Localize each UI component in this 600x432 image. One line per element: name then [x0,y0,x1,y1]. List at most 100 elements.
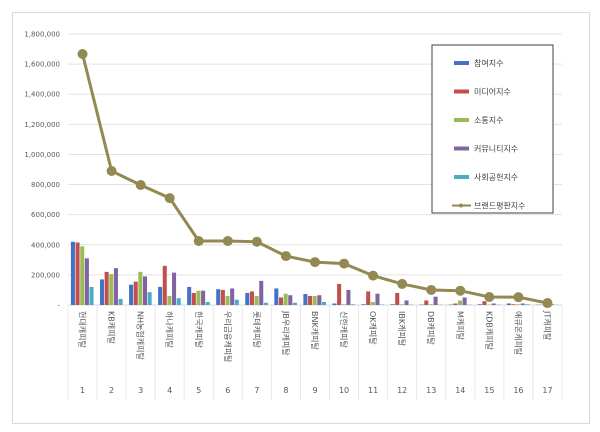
rank-label: 11 [368,386,378,395]
bar-2 [424,300,429,305]
bar-1 [187,286,192,305]
bar-3 [196,290,201,305]
bar-3 [109,274,114,305]
legend-box [431,44,554,214]
category-label: 롯데캐피탈 [252,311,262,348]
brand-index-point [77,49,88,60]
bar-5 [234,299,239,305]
brand-index-point [251,236,262,247]
brand-index-point [513,292,524,303]
legend-swatch [454,118,469,122]
brand-index-point [222,236,233,247]
y-tick-label: 1,800,000 [24,31,60,39]
legend-label: 참여지수 [474,58,503,68]
bar-3 [341,304,346,305]
category-label: OK캐피탈 [368,311,378,345]
bar-5 [263,302,268,305]
bar-5 [118,298,123,305]
bar-2 [308,295,313,305]
bar-2 [191,292,196,305]
rank-label: 2 [109,386,114,395]
bar-5 [321,301,327,305]
bar-5 [205,301,210,305]
rank-label: 14 [455,386,465,395]
brand-index-point [455,285,466,296]
bar-3 [428,304,433,305]
bar-3 [516,304,521,305]
bar-2 [133,281,138,305]
rank-label: 7 [254,386,259,395]
bar-3 [399,304,404,305]
y-tick-label: - [57,302,60,310]
y-tick-label: 1,000,000 [24,151,60,159]
bar-3 [254,295,259,305]
bar-4 [201,290,206,305]
bar-5 [176,298,181,305]
bar-1 [361,304,366,305]
bar-2 [337,283,342,305]
brand-index-point [368,270,379,281]
rank-label: 5 [196,386,201,395]
legend-label: 미디어지수 [474,87,511,97]
rank-label: 10 [339,386,349,395]
bar-4 [317,295,322,305]
bar-1 [390,304,395,305]
category-label: DB캐피탈 [426,311,436,345]
bar-3 [80,246,85,305]
chart-frame [12,12,590,424]
y-tick-label: 1,200,000 [24,121,60,129]
legend-label: 브랜드평판지수 [474,201,526,211]
category-label: 현대캐피탈 [78,311,88,348]
bar-2 [366,291,371,305]
bar-1 [477,304,482,305]
rank-label: 15 [484,386,494,395]
brand-index-point [164,193,175,204]
rank-label: 6 [225,386,230,395]
brand-index-point [135,180,146,191]
category-label: BNK캐피탈 [310,311,320,350]
bar-5 [351,304,356,305]
bar-3 [138,271,143,305]
brand-index-point [106,166,117,177]
bar-3 [457,300,463,305]
bar-5 [292,302,297,305]
category-label: JT캐피탈 [542,310,552,341]
bar-4 [375,293,380,305]
legend-swatch [454,61,469,65]
category-label: 애큐온캐피탈 [513,311,523,356]
bar-4 [172,272,177,305]
bar-4 [113,268,118,305]
legend-marker [459,203,463,208]
bar-3 [283,293,288,305]
y-tick-label: 1,400,000 [24,91,60,99]
brand-index-point [339,258,350,269]
y-tick-label: 600,000 [31,211,60,219]
rank-label: 13 [426,386,436,395]
bar-4 [433,296,438,305]
bar-2 [453,303,458,305]
bar-1 [303,294,308,305]
rank-label: 3 [138,386,143,395]
bar-2 [511,304,516,305]
legend-swatch [454,89,469,94]
bar-1 [332,303,337,305]
bar-4 [84,258,89,305]
bar-2 [482,301,487,305]
bar-4 [462,297,467,305]
bar-3 [312,295,317,305]
bar-4 [142,276,148,305]
brand-index-point [426,284,437,295]
bar-4 [230,288,235,305]
category-label: NH농협캐피탈 [136,311,146,360]
bar-3 [167,295,172,305]
bar-1 [274,288,279,305]
bar-4 [491,303,496,305]
brand-index-point [310,257,320,268]
category-label: KB캐피탈 [107,311,117,344]
legend-label: 커뮤니티지수 [474,144,518,154]
y-tick-label: 1,600,000 [24,61,60,69]
legend-swatch [454,146,469,151]
brand-index-point [193,236,204,247]
